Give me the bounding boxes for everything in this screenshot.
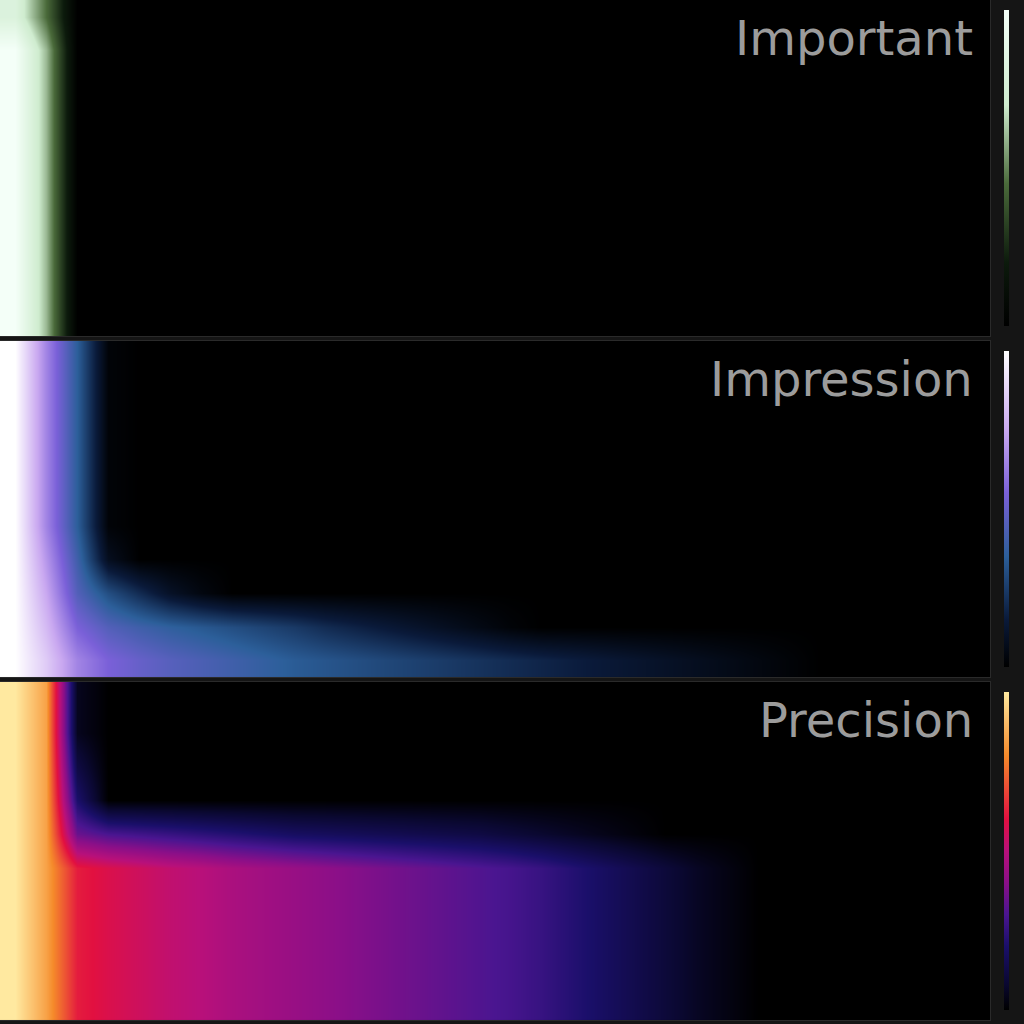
svg-text:Important: Important xyxy=(735,10,973,66)
svg-text:Precision: Precision xyxy=(759,692,973,748)
svg-text:Impression: Impression xyxy=(710,351,973,407)
